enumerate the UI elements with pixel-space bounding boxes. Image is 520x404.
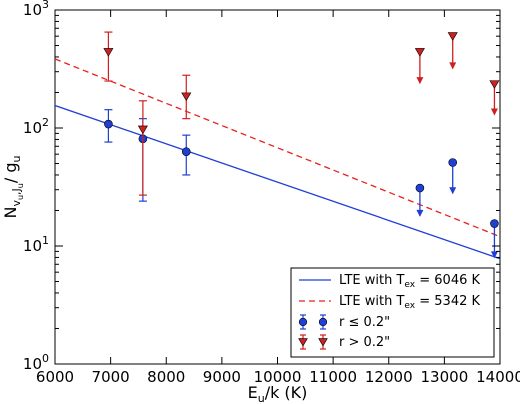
red-point-upper-limit-arrow-head: [416, 77, 424, 85]
red-point: [137, 125, 148, 135]
fit-lines: [55, 58, 500, 260]
blue-point-upper-limit-arrow-head: [416, 209, 424, 217]
red-point: [181, 92, 192, 102]
axis-labels: Eu/k (K) Nvu,Ju/ gu: [1, 155, 307, 404]
x-tick-label: 13000: [421, 368, 469, 386]
red-point: [103, 48, 114, 57]
blue-point: [490, 219, 499, 228]
axis-ticks: 6000 7000 8000 9000 10000 11000 12000 13000 1400…: [23, 0, 520, 386]
legend-circle-marker: [298, 317, 308, 327]
x-tick-label: 9000: [203, 368, 241, 386]
red-point-upper-limit-arrow-head: [490, 108, 498, 116]
legend-circle-marker: [318, 317, 328, 327]
blue-point: [104, 119, 113, 129]
x-tick-label: 6000: [36, 368, 74, 386]
blue-point: [448, 158, 458, 167]
legend-label: LTE with Tex = 6046 K: [339, 273, 480, 290]
x-tick-label: 11000: [309, 368, 357, 386]
y-tick-label: 100: [23, 352, 49, 373]
blue-point: [181, 147, 191, 156]
legend: LTE with Tex = 6046 K LTE with Tex = 5342…: [290, 267, 495, 358]
legend-triangle-marker: [298, 338, 308, 347]
lte-6046-line: [55, 104, 500, 260]
red-point-upper-limit-arrow-head: [449, 62, 457, 70]
legend-label: r > 0.2": [339, 335, 390, 350]
y-tick-label: 103: [23, 0, 49, 19]
blue-point: [415, 183, 425, 193]
x-tick-label: 12000: [365, 368, 413, 386]
y-tick-label: 101: [23, 234, 49, 255]
blue-point-upper-limit-arrow-head: [449, 187, 457, 195]
blue-point-upper-limit-arrow-head: [490, 251, 498, 259]
red-point: [489, 80, 500, 89]
x-tick-label: 10000: [254, 368, 302, 386]
legend-label: r ≤ 0.2": [339, 315, 390, 330]
lte-5342-line: [55, 58, 500, 238]
x-tick-label: 14000: [476, 368, 520, 386]
y-tick-label: 102: [23, 116, 49, 137]
data-points: [103, 31, 500, 259]
y-axis-title: Nvu,Ju/ gu: [1, 155, 25, 218]
legend-label: LTE with Tex = 5342 K: [339, 294, 480, 311]
red-point: [447, 32, 458, 41]
x-tick-label: 8000: [147, 368, 185, 386]
x-tick-label: 7000: [92, 368, 130, 386]
x-axis-title: Eu/k (K): [248, 383, 308, 404]
red-point: [414, 48, 425, 57]
legend-triangle-marker: [318, 338, 328, 347]
